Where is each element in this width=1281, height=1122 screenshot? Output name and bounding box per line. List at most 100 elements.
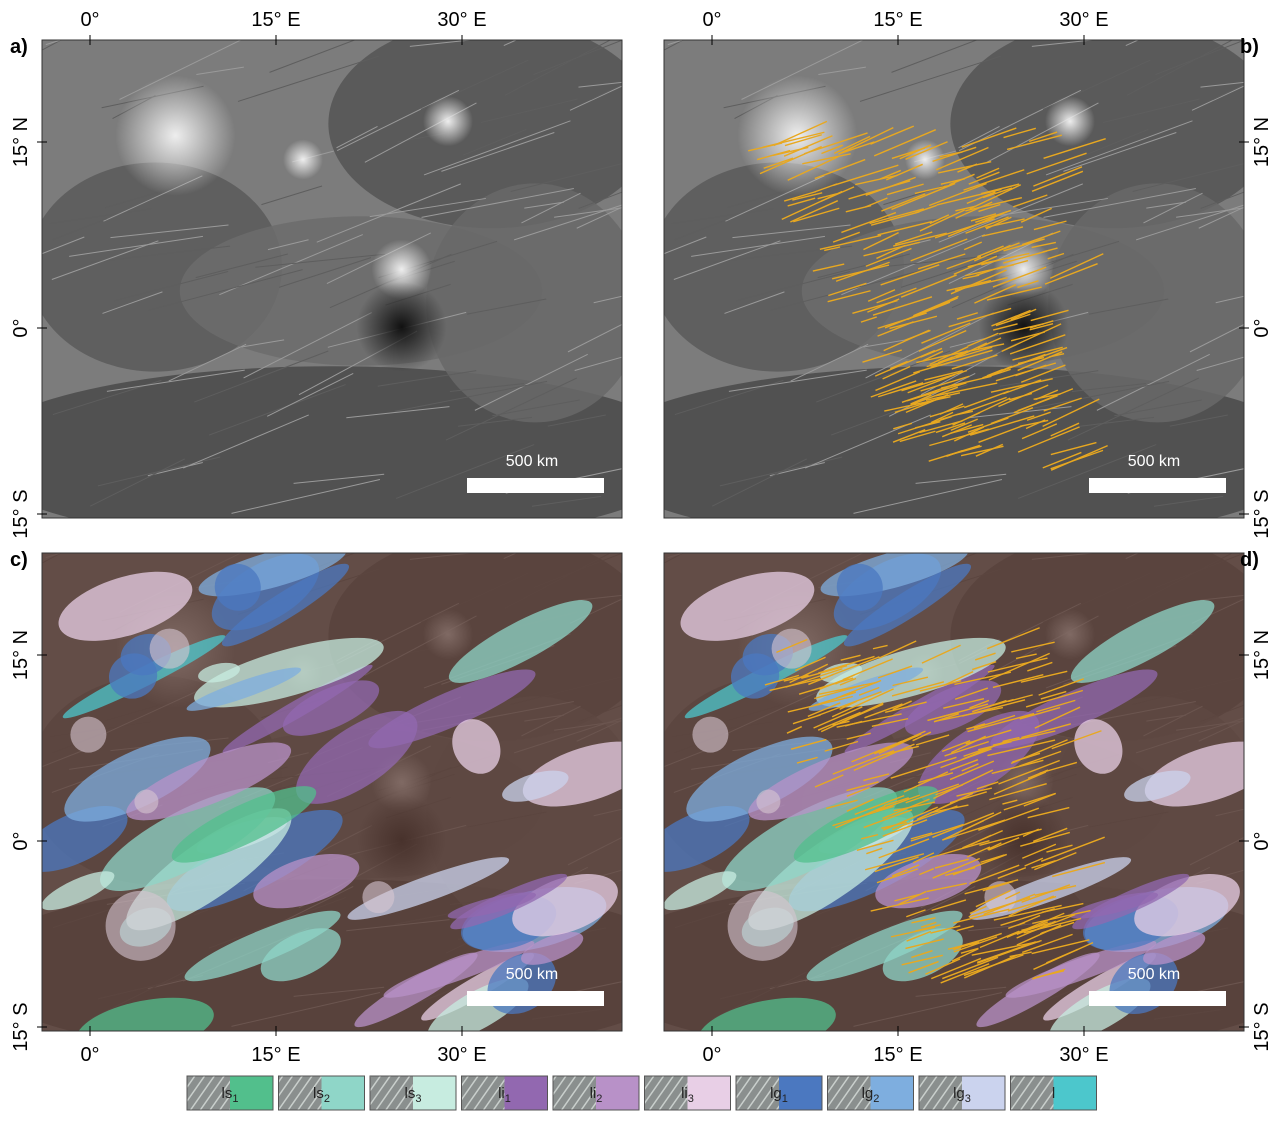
lat-tick-label: 15° N [10,117,32,167]
groove [1126,1,1226,46]
legend-item: lg2 [828,1076,914,1110]
lat-tick-label: 15° N [10,630,32,680]
panel-label: b) [1240,36,1259,58]
groove [504,1,604,46]
terrain [426,183,644,422]
legend-label: l [1052,1085,1055,1102]
lat-tick-label: 15° S [10,489,32,538]
legend-unit: lg [862,1085,874,1102]
bright-crater [115,76,235,196]
lon-tick-label: 30° E [437,1044,486,1066]
bright-crater [423,96,473,146]
scale-bar [1089,991,1226,1006]
legend-item: ls3 [370,1076,456,1110]
crater [772,629,812,669]
legend-subscript: 1 [232,1093,238,1105]
lat-tick-label: 15° S [10,1002,32,1051]
legend-item: li3 [645,1076,731,1110]
crater [728,891,798,961]
legend-swatch [505,1076,548,1110]
page: { "panels": [ {"label": "a)", "lon_ticks… [0,0,1281,1117]
legend-item: ls2 [279,1076,365,1110]
lon-tick-label: 0° [702,9,721,31]
legend-unit: ls [313,1085,324,1102]
map-panel: 500 km d) 0° 15° E 30° E 15° N 0° 15° S [592,513,1281,1066]
legend-item: lg3 [919,1076,1005,1110]
map-image [0,0,737,545]
scale-bar [1089,478,1226,493]
lat-tick-label: 0° [10,831,32,850]
legend-unit: li [498,1085,505,1102]
crater [70,717,106,753]
legend-item: li2 [553,1076,639,1110]
lon-tick-label: 30° E [1059,9,1108,31]
dark-halo [357,282,447,372]
scale-bar-label: 500 km [1128,966,1180,983]
panel-label: d) [1240,549,1259,571]
panel-label: c) [10,549,28,571]
scale-bar [467,991,604,1006]
crater [150,629,190,669]
crater [756,790,780,814]
legend-texture [1011,1076,1054,1110]
crater [134,790,158,814]
legend-unit: lg [770,1085,782,1102]
lat-tick-label: 15° N [1251,117,1273,167]
legend-unit: li [681,1085,688,1102]
legend-item: lg1 [736,1076,822,1110]
terrain [1048,183,1266,422]
lon-tick-label: 30° E [1059,1044,1108,1066]
scale-bar [467,478,604,493]
lat-tick-label: 0° [1251,318,1273,337]
lon-tick-label: 30° E [437,9,486,31]
map-image [0,513,737,1066]
legend-subscript: 1 [782,1093,788,1105]
map-panel: 500 km a) 0° 15° E 30° E 15° N 0° 15° S [0,0,737,545]
lon-tick-label: 15° E [873,1044,922,1066]
legend-subscript: 3 [965,1093,971,1105]
legend-unit: lg [953,1085,965,1102]
crater [692,717,728,753]
legend-item: ls1 [187,1076,273,1110]
legend-subscript: 3 [688,1093,694,1105]
legend-subscript: 3 [415,1093,421,1105]
lat-tick-label: 0° [1251,831,1273,850]
lon-tick-label: 15° E [251,9,300,31]
lat-tick-label: 0° [10,318,32,337]
legend-swatch [1054,1076,1097,1110]
legend-subscript: 1 [505,1093,511,1105]
legend-unit: ls [222,1085,233,1102]
crater [106,891,176,961]
legend-item: li1 [462,1076,548,1110]
bright-crater [737,76,857,196]
figure: 500 km a) 0° 15° E 30° E 15° N 0° 15° S 500 km b)… [0,0,1281,1117]
panel-label: a) [10,36,28,58]
groove [1126,514,1226,559]
legend-subscript: 2 [873,1093,879,1105]
lat-tick-label: 15° N [1251,630,1273,680]
lat-tick-label: 15° S [1251,489,1273,538]
legend-swatch [688,1076,731,1110]
lon-tick-label: 15° E [873,9,922,31]
legend-unit: ls [405,1085,416,1102]
lat-tick-label: 15° S [1251,1002,1273,1051]
lon-tick-label: 0° [80,9,99,31]
bright-crater [283,140,323,180]
map-panel: 500 km c) 0° 15° E 30° E 15° N 0° 15° S [0,513,737,1066]
legend-subscript: 2 [324,1093,330,1105]
lon-tick-label: 0° [702,1044,721,1066]
legend-unit: li [590,1085,597,1102]
bright-crater [1045,96,1095,146]
legend-swatch [596,1076,639,1110]
scale-bar-label: 500 km [1128,453,1180,470]
lon-tick-label: 0° [80,1044,99,1066]
groove [504,514,604,559]
map-panel: 500 km b) 0° 15° E 30° E 15° N 0° 15° S [592,0,1281,545]
crater [362,881,394,913]
lon-tick-label: 15° E [251,1044,300,1066]
legend-item: l [1011,1076,1097,1110]
scale-bar-label: 500 km [506,966,558,983]
scale-bar-label: 500 km [506,453,558,470]
legend-unit: l [1052,1085,1055,1102]
legend-subscript: 2 [596,1093,602,1105]
